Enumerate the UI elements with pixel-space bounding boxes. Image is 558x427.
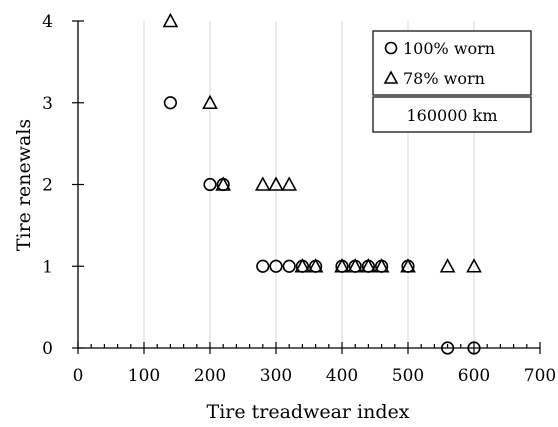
x-axis-title: Tire treadwear index <box>207 401 410 423</box>
x-tick-label: 700 <box>524 366 556 386</box>
x-tick-label: 600 <box>458 366 490 386</box>
point-series-1 <box>256 259 270 273</box>
point-series-1 <box>163 96 177 110</box>
y-tick-label: 4 <box>42 12 53 32</box>
point-series-2 <box>347 258 364 273</box>
point-series-2 <box>439 258 456 273</box>
point-series-2 <box>202 94 218 110</box>
legend: 100% worn 78% worn <box>372 30 532 96</box>
point-series-2 <box>307 258 324 273</box>
point-series-2 <box>466 258 482 273</box>
data-points <box>162 12 482 355</box>
legend-marker-triangle <box>383 70 399 84</box>
point-series-2 <box>254 176 271 191</box>
annotation-text: 160000 km <box>406 106 497 125</box>
legend-label-series-2: 78% worn <box>403 69 485 88</box>
y-tick-label: 0 <box>42 339 53 359</box>
legend-box <box>372 30 532 96</box>
x-axis-ticks: 0 100 200 300 400 500 600 700 <box>73 342 556 386</box>
annotation: 160000 km <box>372 96 532 133</box>
point-series-1 <box>441 341 455 355</box>
x-tick-label: 100 <box>128 366 160 386</box>
x-tick-label: 500 <box>392 366 424 386</box>
y-tick-label: 1 <box>42 257 53 277</box>
x-tick-label: 400 <box>326 366 358 386</box>
point-series-1 <box>203 177 217 192</box>
legend-label-series-1: 100% worn <box>403 39 495 58</box>
point-series-2 <box>215 176 232 191</box>
x-tick-label: 300 <box>260 366 292 386</box>
annotation-box <box>372 96 532 133</box>
x-tick-label: 0 <box>73 366 84 386</box>
y-tick-label: 3 <box>42 94 53 114</box>
point-series-2 <box>294 258 311 273</box>
point-series-2 <box>268 176 284 191</box>
point-series-2 <box>360 258 377 273</box>
point-series-2 <box>281 176 298 191</box>
point-series-2 <box>400 258 416 273</box>
point-series-2 <box>373 258 390 273</box>
x-tick-label: 200 <box>194 366 226 386</box>
point-series-2 <box>162 12 179 28</box>
y-axis-title: Tire renewals <box>13 119 35 251</box>
y-tick-label: 2 <box>42 176 53 196</box>
point-series-1 <box>467 341 481 355</box>
point-series-1 <box>269 259 283 273</box>
y-axis-ticks: 0 1 2 3 4 <box>42 12 84 359</box>
point-series-2 <box>334 258 350 273</box>
legend-marker-circle <box>384 41 398 55</box>
point-series-1 <box>282 259 296 273</box>
